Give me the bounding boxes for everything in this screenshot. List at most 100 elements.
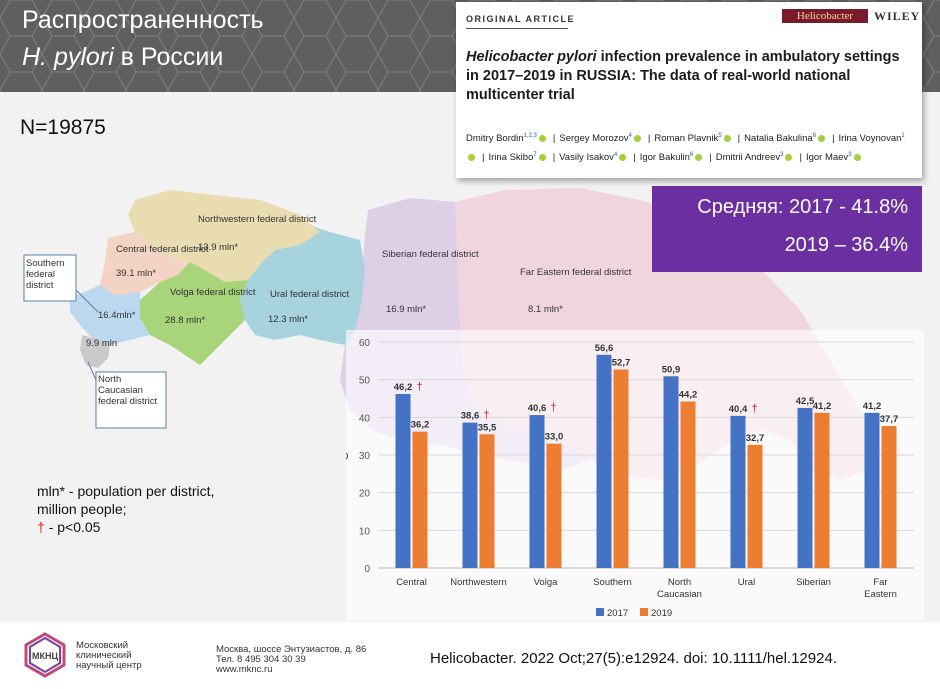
bar-2019 [613, 369, 629, 568]
author-name[interactable]: Sergey Morozov4 [559, 133, 644, 144]
map-legend: mln* - population per district, million … [37, 482, 227, 536]
district-southern [70, 285, 150, 345]
map-pop-central: 39.1 mln* [116, 268, 156, 279]
author-affiliation: 6 [689, 152, 694, 159]
author-separator: | [552, 152, 556, 164]
average-2019: 2019 – 36.4% [784, 234, 908, 256]
bar-2017 [596, 354, 612, 568]
article-kicker: ORIGINAL ARTICLE [466, 14, 575, 24]
author-list: Dmitry Bordin1,2,3 | Sergey Morozov4 | Roman… [466, 128, 916, 166]
bar-2019 [412, 431, 428, 568]
orcid-icon[interactable] [695, 154, 703, 162]
data-label: 32,7 [746, 433, 765, 444]
author-name[interactable]: Vasily Isakov4 [559, 152, 629, 163]
author-separator: | [709, 152, 712, 164]
author-name[interactable]: Igor Maev3 [806, 152, 864, 163]
author-affiliation: 4 [628, 133, 632, 139]
author-separator: | [647, 133, 651, 145]
author-name[interactable]: Dmitrii Andreev3 [716, 152, 796, 163]
bar-2017 [797, 407, 813, 568]
x-tick-label: Northwestern [450, 577, 507, 588]
north-caucasian-callout: North Caucasian federal district [87, 361, 167, 429]
orcid-icon[interactable] [633, 135, 641, 143]
org-name-line: Московский [76, 640, 129, 651]
map-pop-southern: 16.4mln* [98, 310, 136, 321]
author-name[interactable]: Irina Voynovan1 [466, 133, 905, 163]
y-tick-label: 60 [359, 338, 371, 349]
author-name[interactable]: Roman Plavnik5 [654, 133, 733, 144]
bar-2017 [864, 412, 880, 568]
data-label: 41,2 [813, 401, 832, 412]
data-label: 52,7 [612, 357, 631, 368]
data-label: 37,7 [880, 414, 899, 425]
author-separator: | [799, 152, 802, 164]
district-north-caucasian [80, 335, 110, 368]
citation: Helicobacter. 2022 Oct;27(5):e12924. doi… [430, 650, 837, 667]
y-tick-label: 20 [359, 489, 371, 500]
data-label: 40,4 [729, 404, 748, 415]
map-label-ural: Ural federal district [270, 289, 350, 300]
map-label-central: Central federal district [116, 244, 209, 255]
bar-2019 [747, 444, 763, 568]
map-label-siberian: Siberian federal district [382, 249, 479, 260]
author-affiliation: 3 [848, 152, 852, 159]
x-tick-label: Volga [534, 577, 558, 588]
author-name[interactable]: Dmitry Bordin1,2,3 [466, 133, 549, 144]
orcid-icon[interactable] [619, 154, 627, 162]
data-label: 33,0 [545, 432, 564, 443]
legend-population-note: mln* - population per district, million … [37, 483, 215, 517]
southern-callout: Southern federal district [23, 254, 99, 313]
data-label: 56,6 [595, 343, 614, 354]
author-separator: | [552, 133, 556, 145]
district-central [100, 232, 190, 295]
author-name[interactable]: Irina Skibo7 [488, 152, 548, 163]
author-affiliation: 5 [718, 133, 722, 139]
legend-swatch-2019 [640, 608, 648, 616]
orcid-icon[interactable] [468, 154, 475, 162]
article-title-rest: infection prevalence in ambulatory setti… [466, 49, 900, 103]
map-pop-north-caucasian: 9.9 mln [86, 338, 117, 349]
author-affiliation: 7 [533, 152, 537, 159]
orcid-icon[interactable] [785, 154, 793, 162]
author-affiliation: 1 [901, 133, 905, 139]
bar-2019 [680, 401, 696, 568]
author-name[interactable]: Natalia Bakulina6 [744, 133, 828, 144]
x-tick-label: Caucasian [657, 589, 702, 600]
x-tick-label: Central [396, 577, 427, 588]
author-affiliation: 6 [812, 133, 817, 139]
district-northwestern [128, 190, 320, 282]
orcid-icon[interactable] [853, 154, 861, 162]
author-separator: | [832, 133, 835, 145]
chart-background [346, 330, 924, 620]
orcid-icon[interactable] [818, 135, 826, 143]
bar-2019 [546, 443, 562, 568]
district-ural [240, 222, 365, 345]
y-tick-label: 50 [359, 376, 371, 387]
org-name-line: научный центр [76, 660, 142, 671]
publisher-logo: WILEY [874, 9, 921, 23]
bar-2017 [395, 393, 411, 568]
map-label-far-eastern: Far Eastern federal district [520, 267, 632, 278]
bar-2019 [479, 434, 495, 568]
article-card: ORIGINAL ARTICLE Helicobacter WILEY Heli… [456, 2, 922, 178]
prevalence-chart: 0102030405060%46,236,2†Central38,635,5†N… [336, 330, 924, 620]
phone-line: Тел. 8 495 304 30 39 [216, 654, 306, 665]
author-separator: | [737, 133, 741, 145]
website-link[interactable]: www.mknc.ru [216, 664, 273, 675]
author-name[interactable]: Igor Bakulin6 [640, 152, 706, 163]
y-tick-label: 30 [359, 451, 371, 462]
map-label-northwestern: Northwestern federal district [198, 214, 317, 225]
y-tick-label: 10 [359, 526, 371, 537]
x-tick-label: Ural [738, 577, 755, 588]
significance-dagger: † [550, 402, 556, 414]
journal-logo: Helicobacter [782, 9, 868, 23]
average-2017: Средняя: 2017 - 41.8% [697, 196, 908, 218]
mknc-logo-icon: МКНЦ [24, 632, 66, 678]
bar-2019 [881, 425, 897, 568]
legend-significance-note: - p<0.05 [48, 519, 101, 535]
orcid-icon[interactable] [538, 154, 546, 162]
map-pop-northwestern: 13.9 mln* [198, 242, 238, 253]
orcid-icon[interactable] [723, 135, 731, 143]
y-tick-label: 40 [359, 413, 371, 424]
orcid-icon[interactable] [538, 135, 546, 143]
